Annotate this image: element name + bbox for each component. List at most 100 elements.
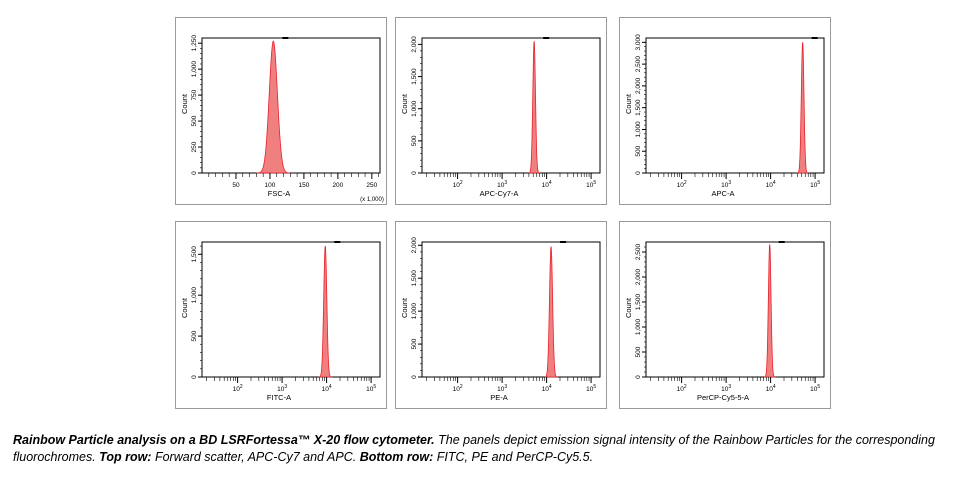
y-tick-label: 1,000 (635, 318, 642, 335)
histogram-peak (256, 40, 291, 174)
y-tick-label: 1,500 (635, 99, 642, 116)
x-axis-label: PerCP-Cy5-5-A (697, 393, 749, 402)
y-tick-label: 0 (191, 171, 198, 175)
y-tick-label: 1,000 (635, 121, 642, 138)
y-tick-label: 500 (635, 346, 642, 357)
plot-frame (201, 37, 381, 174)
y-tick-label: 1,000 (411, 303, 418, 320)
x-tick-label: 103 (721, 384, 731, 393)
y-axis-label: Count (624, 93, 633, 114)
y-tick-label: 250 (191, 141, 198, 152)
y-tick-label: 1,000 (411, 100, 418, 117)
x-tick-label: 50 (232, 182, 240, 189)
histogram-peak (544, 246, 558, 378)
caption-toprow-text: Forward scatter, APC-Cy7 and APC. (154, 450, 357, 464)
x-tick-label: 250 (366, 182, 377, 189)
plot-frame (645, 241, 825, 378)
x-tick-label: 103 (497, 384, 507, 393)
y-tick-label: 3,000 (635, 34, 642, 51)
x-tick-label: 104 (766, 180, 776, 189)
x-tick-label: 104 (766, 384, 776, 393)
x-tick-label: 103 (277, 384, 287, 393)
y-tick-label: 2,000 (635, 77, 642, 94)
caption-text: The panels depict emission signal intens… (13, 433, 935, 464)
histogram-chart: 0 500 1,000 1,500 2,000 Count 102 103 104 105 PE-A (400, 237, 601, 402)
y-tick-label: 0 (635, 375, 642, 379)
y-axis-label: Count (180, 297, 189, 318)
y-tick-label: 1,500 (411, 270, 418, 287)
caption-bottomrow-text: FITC, PE and PerCP-Cy5.5. (436, 450, 594, 464)
y-tick-label: 500 (411, 338, 418, 349)
histogram-chart: 0 250 500 750 1,000 1,250 Count 50 100 150 200 250 (… (180, 35, 384, 203)
x-axis-label: APC-A (712, 189, 735, 198)
caption-bottomrow-label: Bottom row: (359, 450, 434, 464)
x-tick-label: 103 (497, 180, 507, 189)
histogram-peak (763, 244, 776, 378)
histogram-peak (528, 41, 540, 174)
y-tick-label: 1,250 (191, 35, 198, 52)
y-tick-label: 1,000 (191, 61, 198, 78)
x-tick-label: 102 (677, 180, 687, 189)
y-tick-label: 2,000 (411, 237, 418, 254)
plot-frame (645, 37, 825, 174)
y-tick-label: 2,500 (635, 56, 642, 73)
histogram-peak (318, 245, 332, 378)
y-axis-label: Count (180, 93, 189, 114)
y-tick-label: 500 (635, 145, 642, 156)
histogram-panel-apc-cy7: 0 500 1,000 1,500 2,000 Count 102 103 104 105 APC-… (395, 17, 607, 205)
x-tick-label: 150 (298, 182, 309, 189)
histogram-chart: 0 500 1,000 1,500 Count 102 103 104 105 FITC-A (180, 241, 381, 402)
figure-caption: Rainbow Particle analysis on a BD LSRFor… (13, 432, 948, 466)
histogram-peak (796, 42, 809, 174)
plot-frame (421, 37, 601, 174)
histogram-panel-fsc: 0 250 500 750 1,000 1,250 Count 50 100 150 200 250 (… (175, 17, 387, 205)
x-tick-label: 104 (542, 180, 552, 189)
y-tick-label: 0 (635, 171, 642, 175)
y-tick-label: 750 (191, 89, 198, 100)
y-tick-label: 500 (191, 330, 198, 341)
plot-frame (201, 241, 381, 378)
y-axis-label: Count (400, 93, 409, 114)
y-tick-label: 500 (411, 135, 418, 146)
x-axis-label: APC-Cy7-A (480, 189, 519, 198)
x-tick-label: 102 (233, 384, 243, 393)
caption-toprow-label: Top row: (99, 450, 152, 464)
x-tick-label: 104 (542, 384, 552, 393)
y-tick-label: 2,000 (411, 36, 418, 53)
x-tick-label: 200 (332, 182, 343, 189)
y-tick-label: 0 (191, 375, 198, 379)
x-axis-unit: (x 1,000) (360, 197, 384, 203)
x-tick-label: 105 (586, 384, 596, 393)
y-axis-label: Count (400, 297, 409, 318)
histogram-panel-pe: 0 500 1,000 1,500 2,000 Count 102 103 104 105 PE-A (395, 221, 607, 409)
y-tick-label: 2,500 (635, 243, 642, 260)
histogram-chart: 0 500 1,000 1,500 2,000 2,500 Count 102 103 104 10… (624, 241, 825, 402)
y-tick-label: 500 (191, 115, 198, 126)
y-tick-label: 0 (411, 375, 418, 379)
x-tick-label: 102 (677, 384, 687, 393)
y-axis-label: Count (624, 297, 633, 318)
x-axis-label: FSC-A (268, 189, 291, 198)
x-tick-label: 105 (810, 180, 820, 189)
x-tick-label: 100 (265, 182, 276, 189)
y-tick-label: 2,000 (635, 268, 642, 285)
histogram-panel-apc: 0 500 1,000 1,500 2,000 2,500 3,000 Count 102 103… (619, 17, 831, 205)
plot-frame (421, 241, 601, 378)
histogram-chart: 0 500 1,000 1,500 2,000 Count 102 103 104 105 APC-… (400, 36, 601, 198)
histogram-panel-fitc: 0 500 1,000 1,500 Count 102 103 104 105 FITC-A (175, 221, 387, 409)
y-tick-label: 1,500 (191, 246, 198, 263)
x-axis-label: PE-A (490, 393, 508, 402)
x-tick-label: 102 (453, 180, 463, 189)
y-tick-label: 1,500 (411, 68, 418, 85)
x-tick-label: 105 (810, 384, 820, 393)
y-tick-label: 0 (411, 171, 418, 175)
histogram-chart: 0 500 1,000 1,500 2,000 2,500 3,000 Count 102 103… (624, 34, 825, 198)
caption-title: Rainbow Particle analysis on a BD LSRFor… (13, 433, 435, 447)
x-tick-label: 105 (366, 384, 376, 393)
x-tick-label: 105 (586, 180, 596, 189)
x-axis-label: FITC-A (267, 393, 291, 402)
y-tick-label: 1,500 (635, 293, 642, 310)
y-tick-label: 1,000 (191, 287, 198, 304)
x-tick-label: 104 (322, 384, 332, 393)
histogram-panel-percp-cy5-5: 0 500 1,000 1,500 2,000 2,500 Count 102 103 104 10… (619, 221, 831, 409)
